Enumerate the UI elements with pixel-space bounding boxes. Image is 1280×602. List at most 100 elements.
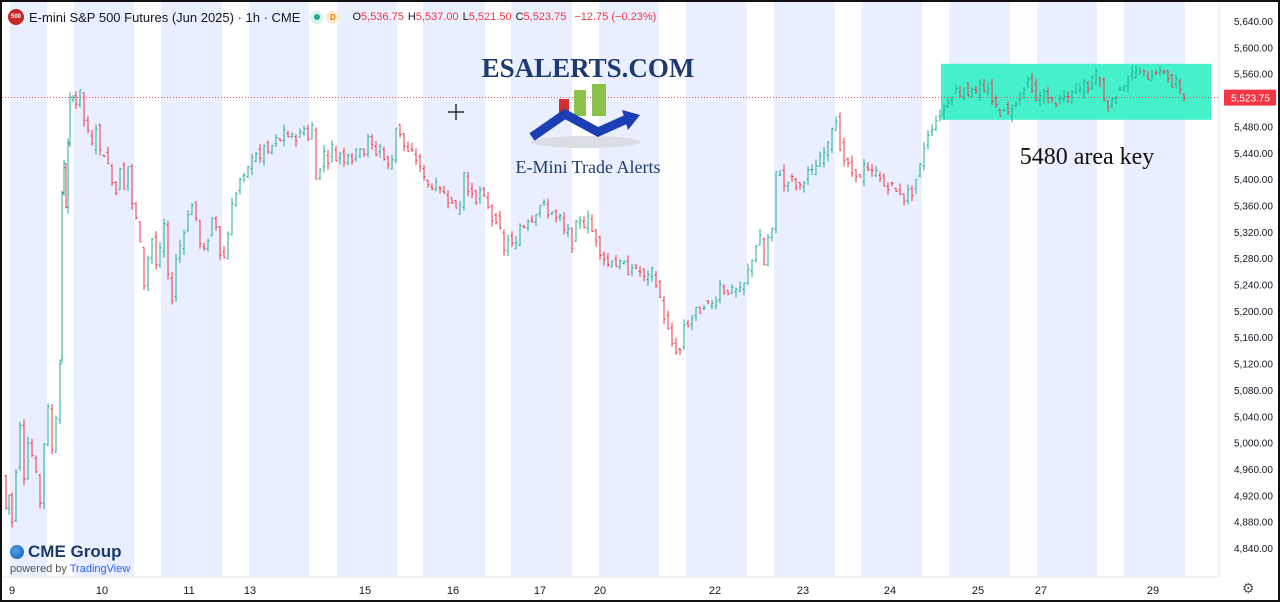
ohlc-bar [470,182,474,199]
ohlc-bar [682,319,686,350]
session-band [74,2,134,576]
ohlc-bar [778,169,782,177]
y-tick-label: 5,480.00 [1234,122,1273,133]
ohlc-bar [1170,73,1174,88]
ohlc-bar [566,224,570,238]
ohlc-bar [926,129,930,150]
ohlc-bar [234,191,238,207]
ohlc-bar [986,82,990,96]
market-open-icon[interactable] [310,10,324,24]
ohlc-bar [658,279,662,299]
ohlc-bar [838,112,842,152]
ohlc-bar [1114,96,1118,105]
ohlc-bar [306,124,310,141]
ohlc-bar [322,145,326,173]
ohlc-bars [4,65,1186,528]
ohlc-bar [126,166,130,191]
session-band [861,2,922,576]
symbol-title[interactable]: E-mini S&P 500 Futures (Jun 2025) · 1h ·… [29,9,301,25]
x-tick-label: 16 [447,585,459,597]
y-tick-label: 5,080.00 [1234,386,1273,397]
ohlc-bar [10,492,14,528]
tradingview-label[interactable]: TradingView [69,563,131,575]
ohlc-bar [870,164,874,177]
ohlc-bar [846,157,850,168]
ohlc-bar [698,306,702,314]
ohlc-bar [938,109,942,122]
x-tick-label: 13 [244,585,256,597]
ohlc-bar [978,79,982,101]
gear-icon[interactable]: ⚙ [1242,580,1255,596]
ohlc-bar [198,219,202,249]
ohlc-bar [554,209,558,223]
globe-icon [10,545,24,559]
ohlc-bar [854,169,858,183]
ohlc-bar [702,304,706,311]
ohlc-bar [1018,91,1022,106]
ohlc-bar [222,245,226,259]
ohlc-bar [862,158,866,187]
ohlc-bar [370,134,374,150]
ohlc-bar [94,124,98,155]
ohlc-bar [654,271,658,288]
ohlc-bar [734,287,738,298]
ohlc-bar [1078,83,1082,94]
ohlc-bar [530,215,534,223]
ohlc-bar [874,165,878,178]
ohlc-bar [678,348,682,356]
ohlc-bar [102,154,106,157]
ohlc-bar [486,192,490,210]
x-tick-label: 11 [183,585,194,597]
ohlc-bar [662,296,666,324]
ohlc-bar [798,181,802,190]
symbol-logo-icon: 500 [8,9,24,25]
ohlc-bar [458,200,462,215]
cme-attribution[interactable]: CME Group powered by TradingView [10,542,130,575]
ohlc-bar [894,187,898,192]
ohlc-bar [262,144,266,166]
ohlc-bar [954,84,958,94]
ohlc-bar [606,252,610,267]
ohlc-bar [1038,90,1042,107]
brand-text: ESALERTS.COM [482,53,695,83]
y-tick-label: 4,880.00 [1234,518,1273,529]
ohlc-bar [1062,90,1066,103]
ohlc-bar [602,251,606,266]
ohlc-bar [50,403,54,455]
ohlc-bar [906,184,910,205]
ohlc-bar [302,125,306,136]
ohlc-bar [22,419,26,486]
price-axis: 5,640.005,600.005,560.005,520.005,480.00… [1218,2,1278,600]
ohlc-bar [1126,75,1130,93]
ohlc-bar [1074,83,1078,94]
ohlc-bar [350,152,354,165]
ohlc-bar [898,183,902,196]
x-tick-label: 9 [9,585,15,597]
ohlc-bar [574,219,578,242]
ohlc-bar [294,134,298,148]
delayed-data-icon[interactable]: D [326,10,340,24]
ohlc-bar [258,144,262,164]
ohlc-bar [1106,100,1110,112]
ohlc-bar [646,270,650,287]
ohlc-bar [418,153,422,172]
ohlc-bar [478,186,482,204]
ohlc-bar [830,127,834,153]
ohlc-bar [110,164,114,186]
ohlc-bar [998,108,1002,117]
ohlc-bar [166,220,170,280]
ohlc-bar [466,171,470,197]
ohlc-bar [794,177,798,191]
ohlc-bar [958,86,962,98]
open-label: O [352,11,361,23]
ohlc-bar [1094,67,1098,86]
ohlc-bar [594,229,598,247]
ohlc-bar [1030,72,1034,94]
ohlc-bar [26,436,30,480]
ohlc-bar [950,96,954,106]
time-axis: 9 10 11 13 15 16 17 20 22 23 24 25 27 29 [2,576,1219,600]
session-band [249,2,309,576]
ohlc-bar [318,168,322,181]
